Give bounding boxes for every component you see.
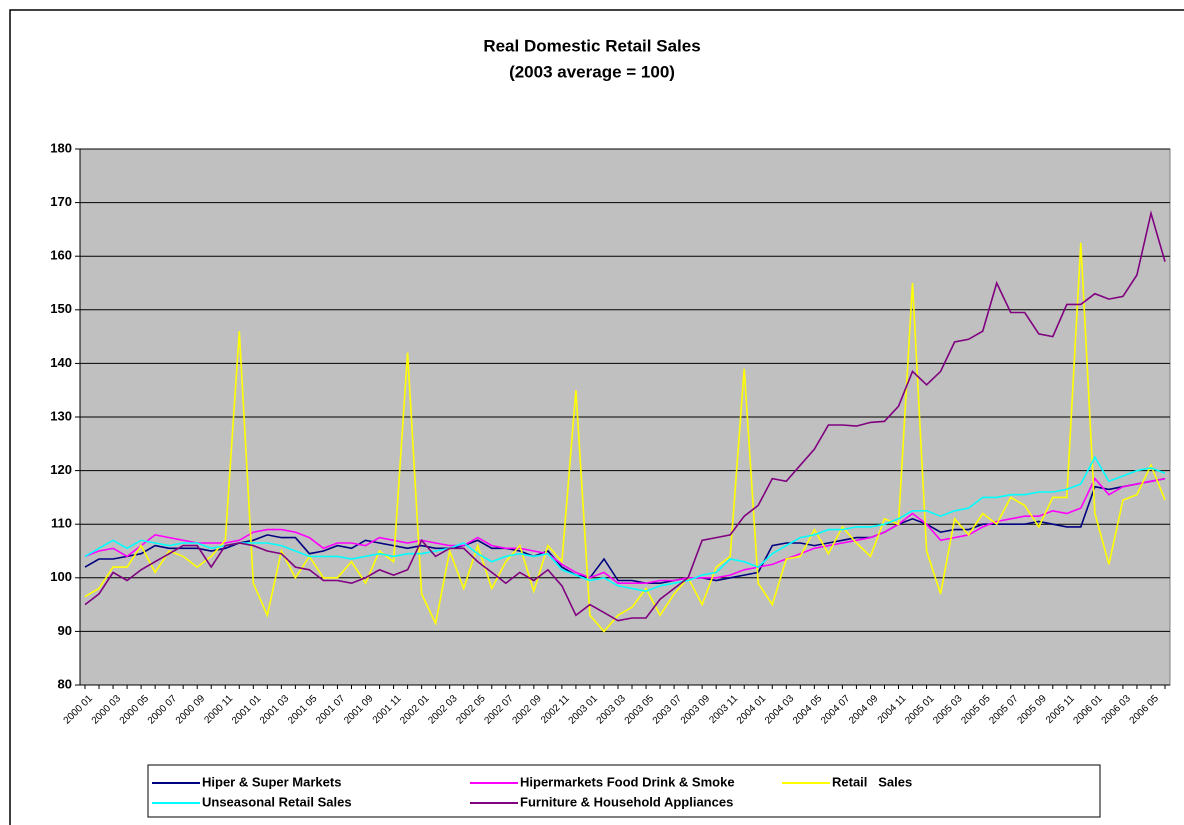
legend-label: Unseasonal Retail Sales (202, 794, 352, 809)
legend-label: Hipermarkets Food Drink & Smoke (520, 774, 735, 789)
series-line (84, 477, 1166, 585)
y-tick-label: 160 (50, 248, 72, 263)
y-tick-label: 90 (58, 623, 72, 638)
legend-label: Furniture & Household Appliances (520, 794, 733, 809)
y-tick-label: 100 (50, 569, 72, 584)
y-tick-label: 110 (51, 516, 72, 531)
series-line (84, 477, 1166, 585)
chart-subtitle: (2003 average = 100) (509, 62, 675, 81)
y-tick-label: 170 (50, 194, 72, 209)
y-tick-label: 80 (58, 676, 72, 691)
y-tick-label: 180 (50, 140, 72, 155)
legend-label: Hiper & Super Markets (202, 774, 341, 789)
series-line (84, 210, 1166, 622)
series-line (84, 242, 1166, 633)
y-tick-label: 150 (50, 301, 72, 316)
y-tick-label: 130 (50, 408, 72, 423)
y-tick-label: 120 (50, 462, 72, 477)
chart-title: Real Domestic Retail Sales (483, 36, 700, 55)
legend (147, 764, 1101, 818)
legend-label: Retail Sales (832, 774, 912, 789)
y-tick-label: 140 (50, 355, 72, 370)
series-line (84, 455, 1166, 593)
